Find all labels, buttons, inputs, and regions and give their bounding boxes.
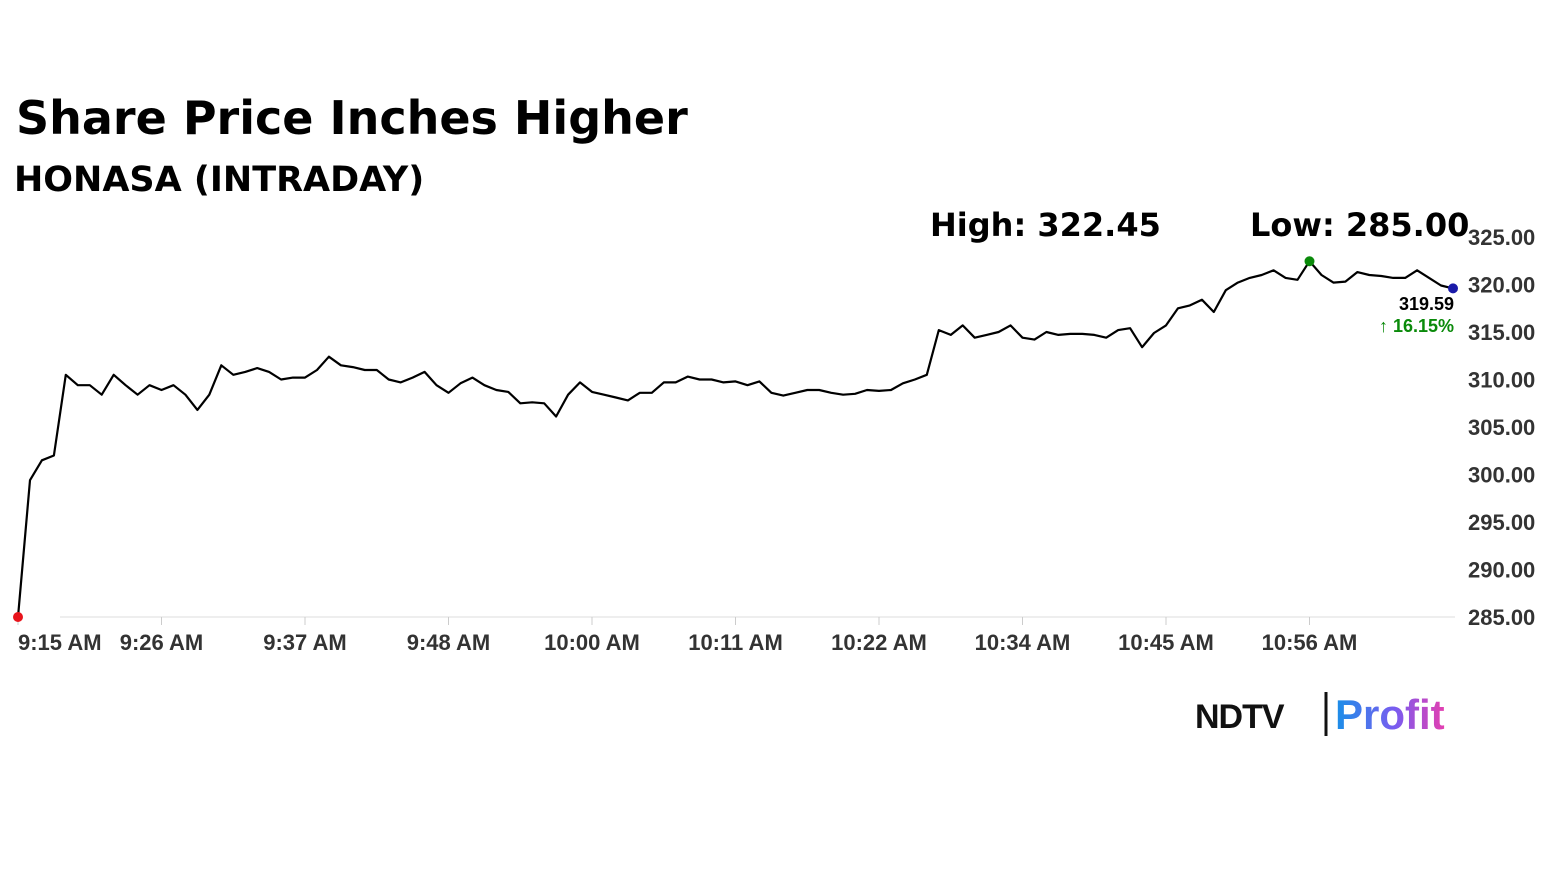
x-tick-label: 10:22 AM [831, 630, 927, 655]
y-tick-label: 320.00 [1468, 273, 1535, 298]
y-tick-label: 315.00 [1468, 320, 1535, 345]
x-tick-label: 10:11 AM [688, 630, 783, 655]
price-line [16, 260, 1454, 618]
chart-subtitle: HONASA (INTRADAY) [14, 160, 424, 200]
x-tick-label: 10:45 AM [1118, 630, 1214, 655]
logo-left: NDTV [1195, 698, 1285, 736]
x-tick-label: 10:00 AM [544, 630, 640, 655]
chart-title: Share Price Inches Higher [16, 91, 688, 145]
y-tick-label: 285.00 [1468, 605, 1535, 630]
y-tick-label: 310.00 [1468, 368, 1535, 393]
high-marker [1304, 256, 1315, 267]
y-tick-label: 305.00 [1468, 415, 1535, 440]
x-tick-label: 9:26 AM [120, 630, 204, 655]
x-tick-label: 9:37 AM [263, 630, 347, 655]
last-value-label: 319.59 [1399, 294, 1454, 314]
y-tick-label: 295.00 [1468, 510, 1535, 535]
logo-right: Profit [1335, 691, 1445, 738]
change-label: ↑ 16.15% [1379, 316, 1454, 336]
x-tick-label: 10:34 AM [975, 630, 1071, 655]
high-annotation: High: 322.45 [930, 206, 1161, 244]
x-tick-label: 9:48 AM [407, 630, 491, 655]
logo: NDTV Profit [1195, 691, 1445, 738]
y-tick-label: 300.00 [1468, 463, 1535, 488]
low-annotation: Low: 285.00 [1250, 206, 1469, 244]
x-tick-label: 9:15 AM [18, 630, 102, 655]
last-marker [1448, 283, 1458, 294]
y-tick-label: 325.00 [1468, 225, 1535, 250]
y-tick-label: 290.00 [1468, 558, 1535, 583]
x-tick-label: 10:56 AM [1262, 630, 1358, 655]
low-marker [13, 612, 23, 622]
